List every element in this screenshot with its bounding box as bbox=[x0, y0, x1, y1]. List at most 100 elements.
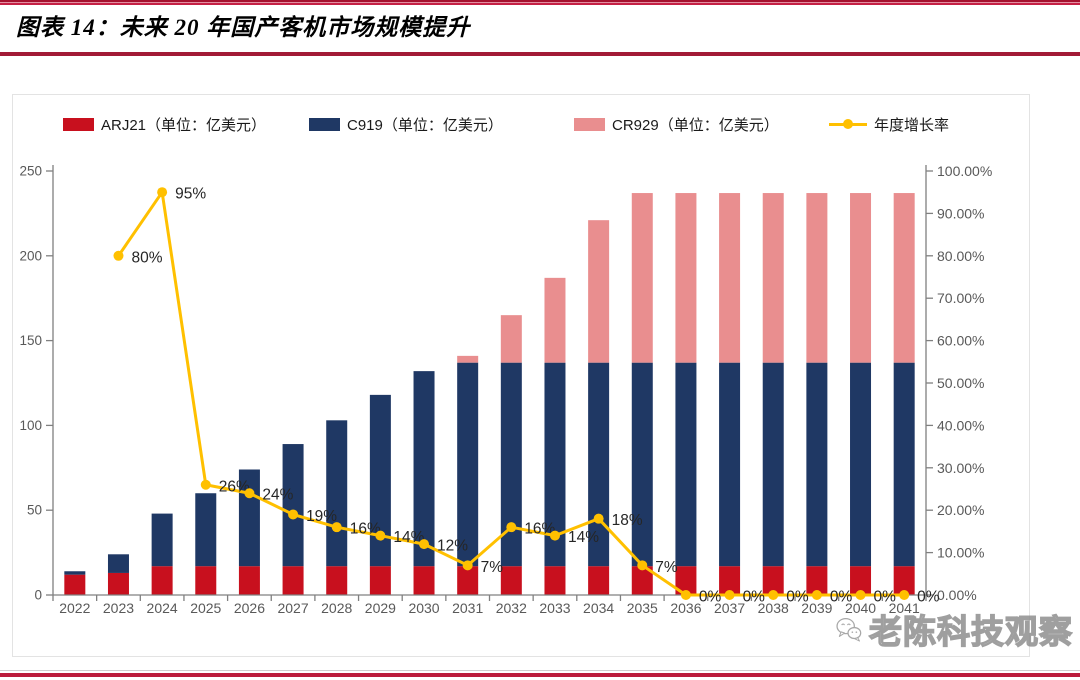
growth-rate-label: 95% bbox=[175, 186, 206, 203]
bar-segment bbox=[675, 362, 697, 567]
legend-label-arj21: ARJ21（单位：亿美元） bbox=[101, 116, 267, 134]
legend-swatch-cr929 bbox=[574, 117, 605, 131]
bar-segment bbox=[893, 566, 915, 595]
bar-segment bbox=[762, 566, 784, 595]
growth-rate-label: 14% bbox=[393, 529, 424, 546]
growth-line-dot bbox=[375, 530, 386, 541]
bar-segment bbox=[369, 566, 391, 595]
bar-segment bbox=[806, 193, 828, 363]
growth-line-dot bbox=[331, 522, 342, 533]
bar-segment bbox=[413, 371, 435, 567]
growth-line-dot bbox=[113, 250, 124, 261]
figure-title: 图表 14：未来 20 年国产客机市场规模提升 bbox=[16, 15, 471, 40]
x-axis-year-label: 2029 bbox=[365, 600, 396, 616]
bar-segment bbox=[500, 315, 522, 363]
bar-segment bbox=[107, 572, 129, 595]
left-axis-tick-label: 200 bbox=[19, 248, 42, 263]
bar-segment bbox=[457, 362, 479, 567]
bar-segment bbox=[544, 566, 566, 595]
bar-segment bbox=[631, 362, 653, 567]
bar-segment bbox=[762, 362, 784, 567]
x-axis-year-label: 2023 bbox=[103, 600, 134, 616]
x-axis-year-label: 2038 bbox=[758, 600, 789, 616]
x-axis-year-label: 2034 bbox=[583, 600, 614, 616]
growth-line-group: 80% 95% 26% 24% 19% 16% 14% 12% 7% 16% 14% 18% 7% 0% 0… bbox=[113, 186, 940, 606]
x-axis-year-label: 2028 bbox=[321, 600, 352, 616]
right-axis-tick-label: 80.00% bbox=[937, 248, 984, 264]
growth-rate-label: 18% bbox=[612, 512, 643, 529]
growth-line-dot bbox=[593, 513, 604, 524]
x-axis-year-label: 2037 bbox=[714, 600, 745, 616]
x-axis-year-label: 2030 bbox=[408, 600, 439, 616]
bar-segment bbox=[719, 566, 741, 595]
x-axis-year-label: 2024 bbox=[147, 600, 178, 616]
x-axis-year-label: 2039 bbox=[801, 600, 832, 616]
growth-line-dot bbox=[637, 560, 648, 571]
chart-panel: ARJ21（单位：亿美元） C919（单位：亿美元） CR929（单位：亿美元）… bbox=[12, 94, 1030, 657]
x-axis-year-label: 2033 bbox=[539, 600, 570, 616]
bar-segment bbox=[282, 566, 304, 595]
legend-label-growth-rate: 年度增长率 bbox=[874, 116, 950, 134]
growth-line-dot bbox=[462, 560, 473, 571]
growth-rate-label: 0% bbox=[874, 589, 897, 606]
left-axis-tick-label: 0 bbox=[34, 588, 42, 603]
bar-segment bbox=[500, 362, 522, 567]
growth-line-dot bbox=[680, 590, 691, 600]
bar-segment bbox=[326, 566, 348, 595]
x-axis-year-label: 2036 bbox=[670, 600, 701, 616]
right-axis-tick-label: 30.00% bbox=[937, 460, 984, 476]
bar-segment bbox=[893, 362, 915, 567]
bar-segment bbox=[631, 193, 653, 363]
growth-rate-label: 26% bbox=[219, 478, 250, 495]
growth-line-dot bbox=[899, 590, 910, 600]
bar-segment bbox=[457, 355, 479, 363]
legend-label-cr929: CR929（单位：亿美元） bbox=[612, 116, 779, 134]
growth-line-dot bbox=[288, 509, 299, 520]
right-axis-tick-label: 70.00% bbox=[937, 290, 984, 306]
bar-segment bbox=[326, 420, 348, 567]
growth-line-dot bbox=[506, 522, 517, 533]
legend-swatch-c919 bbox=[309, 117, 340, 131]
x-axis-year-label: 2025 bbox=[190, 600, 221, 616]
bar-segment bbox=[282, 444, 304, 567]
bar-segment bbox=[588, 566, 610, 595]
left-axis-tick-label: 250 bbox=[19, 164, 42, 179]
legend-line-marker-icon bbox=[829, 119, 867, 129]
legend-item-arj21: ARJ21（单位：亿美元） bbox=[63, 114, 266, 134]
bar-segment bbox=[413, 566, 435, 595]
growth-line-dot bbox=[811, 590, 822, 600]
legend-item-c919: C919（单位：亿美元） bbox=[309, 114, 503, 134]
bar-segment bbox=[850, 566, 872, 595]
right-axis-tick-label: 0.00% bbox=[937, 587, 977, 603]
growth-rate-label: 0% bbox=[917, 589, 940, 606]
right-axis-tick-label: 50.00% bbox=[937, 375, 984, 391]
right-axis-tick-label: 60.00% bbox=[937, 333, 984, 349]
legend-item-cr929: CR929（单位：亿美元） bbox=[574, 114, 779, 134]
bar-segment bbox=[107, 554, 129, 573]
x-axis-year-label: 2022 bbox=[59, 600, 90, 616]
growth-rate-label: 14% bbox=[568, 529, 599, 546]
left-axis-tick-label: 50 bbox=[27, 503, 42, 518]
growth-rate-label: 0% bbox=[830, 589, 853, 606]
bottom-hairline bbox=[0, 670, 1080, 671]
right-axis-tick-label: 40.00% bbox=[937, 417, 984, 433]
bar-segment bbox=[544, 362, 566, 567]
growth-rate-label: 7% bbox=[481, 559, 504, 576]
bars-group bbox=[64, 193, 915, 595]
right-axis-tick-label: 100.00% bbox=[937, 163, 992, 179]
bottom-border-rule bbox=[0, 673, 1080, 677]
x-axis-year-label: 2031 bbox=[452, 600, 483, 616]
axes-group: 0 50 100 150 200 250 0.00% 10.00% 20.00% 30.00% 40… bbox=[19, 163, 992, 616]
growth-rate-label: 16% bbox=[350, 521, 381, 538]
right-axis-tick-label: 90.00% bbox=[937, 205, 984, 221]
left-axis-tick-label: 100 bbox=[19, 418, 42, 433]
top-border-rule bbox=[0, 0, 1080, 5]
growth-rate-label: 0% bbox=[699, 589, 722, 606]
bar-segment bbox=[850, 362, 872, 567]
growth-line-dot bbox=[724, 590, 735, 600]
growth-rate-label: 0% bbox=[743, 589, 766, 606]
bar-segment bbox=[806, 566, 828, 595]
combo-chart: 0 50 100 150 200 250 0.00% 10.00% 20.00% 30.00% 40… bbox=[19, 163, 992, 616]
bar-segment bbox=[719, 193, 741, 363]
growth-rate-label: 80% bbox=[131, 249, 162, 266]
